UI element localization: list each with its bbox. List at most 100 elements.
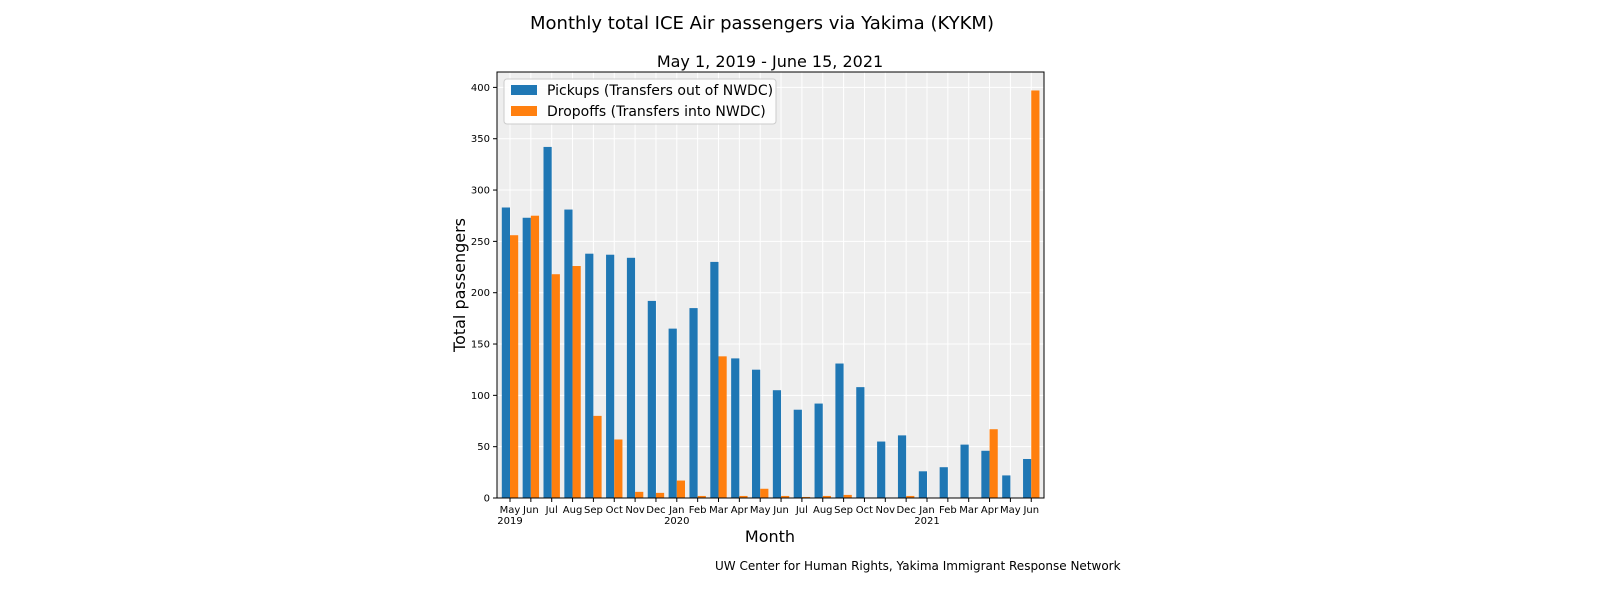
x-year-label: 2021 bbox=[914, 516, 939, 527]
bar-pickups bbox=[564, 209, 573, 498]
bar-pickups bbox=[877, 441, 886, 498]
x-tick-label: Nov bbox=[876, 505, 896, 516]
bar-pickups bbox=[814, 403, 823, 498]
bar-pickups bbox=[772, 390, 782, 498]
y-tick-label: 200 bbox=[471, 288, 490, 299]
x-tick-label: Oct bbox=[856, 505, 873, 516]
bar-pickups bbox=[501, 207, 510, 499]
y-tick-label: 400 bbox=[471, 83, 490, 94]
y-axis-label: Total passengers bbox=[450, 218, 469, 353]
x-tick-label: Feb bbox=[939, 505, 957, 516]
bar-pickups bbox=[793, 409, 802, 498]
x-tick-label: Feb bbox=[689, 505, 707, 516]
bar-pickups bbox=[897, 435, 907, 498]
x-tick-label: Jul bbox=[795, 505, 808, 516]
y-tick-label: 50 bbox=[477, 442, 490, 453]
bar-pickups bbox=[939, 467, 948, 498]
bar-dropoffs bbox=[739, 495, 748, 498]
bar-pickups bbox=[626, 257, 636, 498]
x-tick-label: Mar bbox=[709, 505, 729, 516]
x-tick-label: May bbox=[500, 505, 521, 516]
bar-dropoffs bbox=[781, 495, 790, 498]
x-year-label: 2019 bbox=[497, 516, 522, 527]
bar-dropoffs bbox=[593, 415, 602, 498]
bar-pickups bbox=[710, 261, 719, 498]
bar-dropoffs bbox=[989, 429, 998, 498]
y-tick-label: 0 bbox=[484, 494, 490, 505]
x-tick-label: Jul bbox=[545, 505, 558, 516]
x-tick-label: Apr bbox=[981, 505, 999, 516]
x-tick-label: May bbox=[1000, 505, 1021, 516]
bar-pickups bbox=[960, 444, 969, 498]
bar-pickups bbox=[647, 300, 656, 498]
bar-dropoffs bbox=[822, 495, 831, 498]
bar-dropoffs bbox=[530, 215, 540, 498]
legend-box bbox=[503, 78, 777, 125]
bar-pickups bbox=[689, 308, 698, 498]
chart-title: Monthly total ICE Air passengers via Yak… bbox=[530, 13, 994, 34]
bar-dropoffs bbox=[906, 495, 915, 498]
bar-dropoffs bbox=[718, 356, 727, 498]
legend-swatch-pickups bbox=[511, 85, 537, 95]
x-tick-label: Apr bbox=[731, 505, 749, 516]
bar-pickups bbox=[668, 328, 677, 498]
x-tick-label: Oct bbox=[606, 505, 623, 516]
bar-pickups bbox=[856, 387, 865, 498]
bar-dropoffs bbox=[655, 492, 665, 498]
bar-pickups bbox=[981, 450, 990, 498]
bar-dropoffs bbox=[510, 235, 519, 498]
y-axis: 0 50 100 150 200 250 300 350 400 bbox=[471, 83, 497, 505]
y-tick-label: 150 bbox=[471, 340, 490, 351]
bar-dropoffs bbox=[801, 496, 811, 498]
x-year-label: 2020 bbox=[664, 516, 689, 527]
legend: Pickups (Transfers out of NWDC) Dropoffs… bbox=[503, 78, 777, 125]
chart-subtitle: May 1, 2019 - June 15, 2021 bbox=[657, 52, 883, 71]
plot-frame bbox=[496, 71, 1045, 499]
y-tick-label: 250 bbox=[471, 237, 490, 248]
x-tick-label: Aug bbox=[813, 505, 833, 516]
x-tick-label: Jun bbox=[522, 505, 539, 516]
legend-label-dropoffs: Dropoffs (Transfers into NWDC) bbox=[547, 104, 766, 120]
x-tick-label: Jun bbox=[1022, 505, 1039, 516]
bar-pickups bbox=[731, 358, 740, 498]
x-axis-label: Month bbox=[745, 527, 795, 546]
x-tick-label: Dec bbox=[646, 505, 665, 516]
bar-dropoffs bbox=[676, 480, 685, 498]
x-tick-label: Jun bbox=[772, 505, 789, 516]
y-tick-label: 300 bbox=[471, 186, 490, 197]
bar-pickups bbox=[522, 217, 531, 498]
bar-dropoffs bbox=[1031, 90, 1040, 498]
y-tick-label: 350 bbox=[471, 134, 490, 145]
bar-dropoffs bbox=[843, 494, 852, 498]
x-tick-label: Aug bbox=[563, 505, 583, 516]
x-tick-label: May bbox=[750, 505, 771, 516]
x-tick-label: Jan bbox=[918, 505, 934, 516]
bar-pickups bbox=[585, 253, 594, 498]
bars-layer bbox=[501, 90, 1040, 499]
x-tick-label: Sep bbox=[584, 505, 603, 516]
bar-dropoffs bbox=[572, 266, 581, 498]
x-tick-label: Nov bbox=[625, 505, 645, 516]
x-tick-label: Mar bbox=[959, 505, 979, 516]
bar-dropoffs bbox=[760, 488, 769, 498]
bar-pickups bbox=[918, 471, 927, 498]
bar-pickups bbox=[606, 254, 615, 498]
legend-swatch-dropoffs bbox=[511, 106, 537, 116]
bar-pickups bbox=[543, 146, 552, 498]
bar-pickups bbox=[752, 369, 761, 498]
y-tick-label: 100 bbox=[471, 391, 490, 402]
x-tick-label: Dec bbox=[896, 505, 915, 516]
bar-pickups bbox=[1002, 475, 1011, 498]
bar-pickups bbox=[1023, 458, 1032, 498]
bar-dropoffs bbox=[614, 439, 623, 498]
source-credit: UW Center for Human Rights, Yakima Immig… bbox=[715, 559, 1121, 573]
bar-pickups bbox=[835, 363, 844, 498]
legend-label-pickups: Pickups (Transfers out of NWDC) bbox=[547, 83, 773, 99]
x-tick-label: Sep bbox=[834, 505, 853, 516]
bar-dropoffs bbox=[551, 274, 560, 498]
bar-dropoffs bbox=[697, 495, 706, 498]
x-tick-label: Jan bbox=[668, 505, 684, 516]
bar-dropoffs bbox=[635, 491, 644, 498]
